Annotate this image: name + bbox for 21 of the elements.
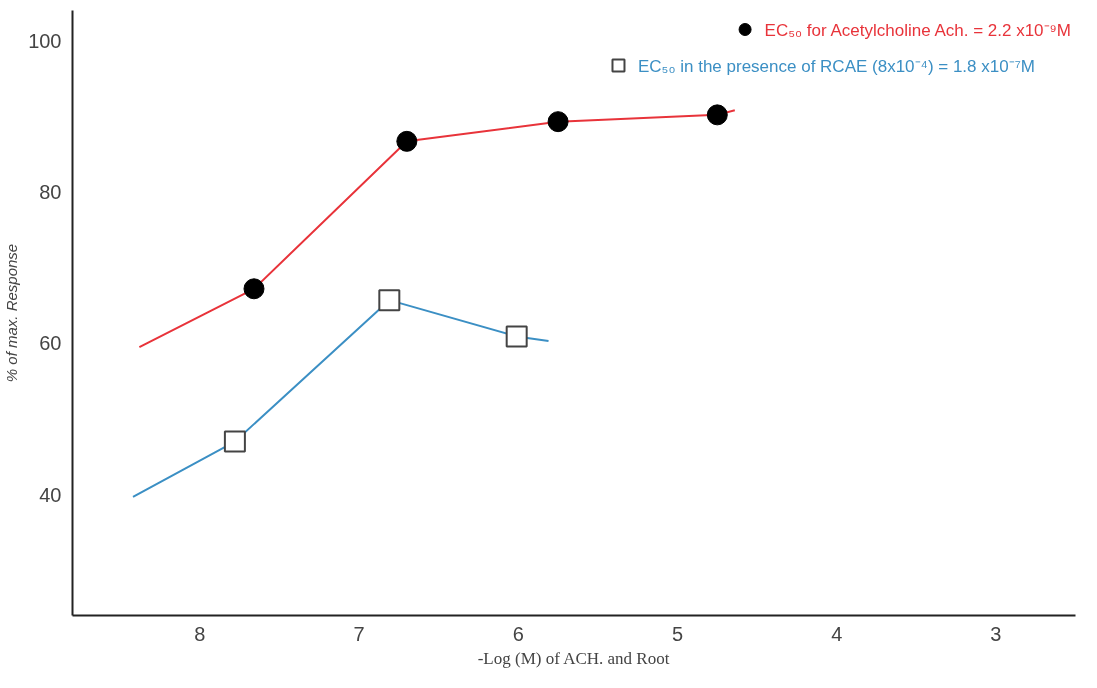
point	[706, 104, 728, 126]
point	[243, 278, 265, 300]
point	[505, 325, 528, 348]
x-tick-label: 7	[353, 622, 365, 645]
x-axis-title: -Log (M) of ACH. and Root	[477, 648, 670, 668]
point	[547, 111, 569, 133]
x-tick-label: 6	[512, 622, 524, 645]
x-tick-label: 4	[831, 622, 843, 645]
legend-label: EC₅₀ for Acetylcholine Ach. = 2.2 x10⁻⁹M	[764, 19, 1071, 41]
y-tick-label: 60	[39, 332, 62, 355]
y-tick-label: 100	[28, 29, 62, 52]
x-tick-label: 5	[671, 622, 684, 645]
y-axis-title: % of max. Response	[3, 243, 21, 383]
y-tick-label: 40	[39, 483, 62, 506]
point	[223, 430, 246, 453]
point	[396, 130, 418, 152]
legend-label: EC₅₀ in the presence of RCAE (8x10⁻⁴) = 1.8 x10⁻⁷M	[637, 55, 1035, 77]
x-tick-label: 8	[194, 622, 206, 645]
x-tick-label: 3	[990, 622, 1002, 645]
y-tick-label: 80	[39, 181, 62, 203]
point	[378, 289, 401, 312]
